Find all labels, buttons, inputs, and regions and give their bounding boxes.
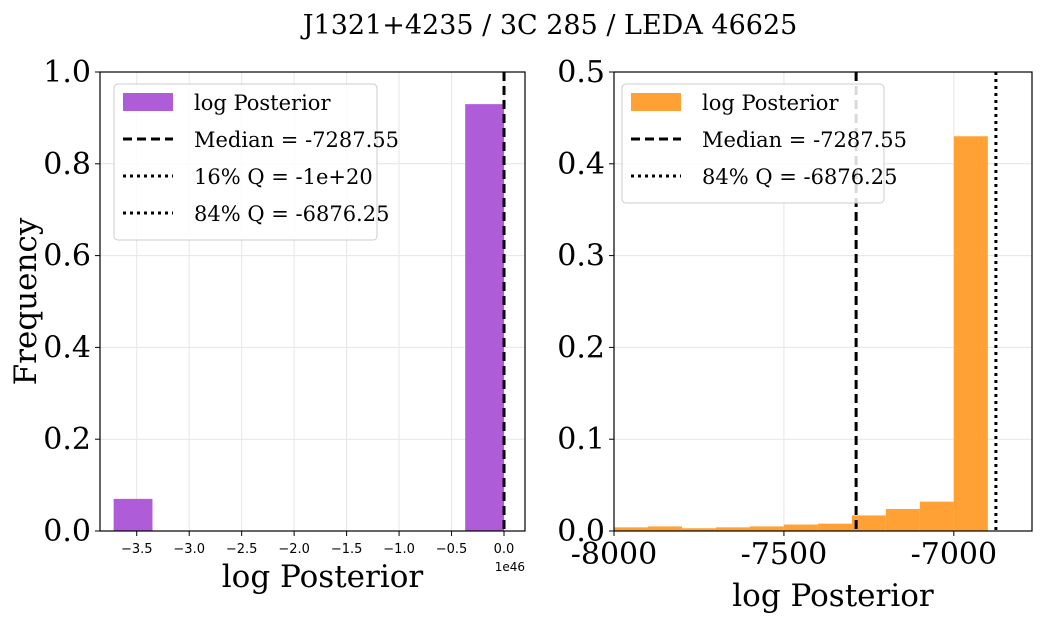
right-histogram-bar bbox=[817, 523, 852, 531]
left-xtick-label: 0.0 bbox=[494, 542, 515, 557]
right-xtick-label: -7500 bbox=[741, 537, 827, 572]
figure-title: J1321+4235 / 3C 285 / LEDA 46625 bbox=[300, 10, 798, 41]
left-legend-label: Median = -7287.55 bbox=[194, 128, 399, 152]
left-ytick-label: 0.2 bbox=[43, 422, 91, 457]
left-axes-frame bbox=[99, 71, 526, 532]
left-histogram-panel: 0.0 0.2 0.4 0.6 0.8 1.0 −3.5 −3.0 −2.5 −2.0 −1.5 −1… bbox=[8, 55, 526, 595]
left-legend-box bbox=[113, 83, 378, 241]
right-ytick-label: 0.0 bbox=[557, 514, 605, 549]
right-legend-label: Median = -7287.55 bbox=[702, 128, 907, 152]
right-legend-patch bbox=[631, 93, 681, 111]
left-ytick-label: 0.8 bbox=[43, 147, 91, 182]
left-xtick-label: −2.0 bbox=[278, 542, 310, 557]
left-x-offset-label: 1e46 bbox=[495, 560, 525, 574]
right-ytick-label: 0.2 bbox=[557, 330, 605, 365]
right-histogram-bar bbox=[851, 515, 886, 531]
right-legend-label: 84% Q = -6876.25 bbox=[702, 165, 897, 189]
right-histogram-bar bbox=[614, 527, 648, 531]
right-histogram-bar bbox=[715, 527, 750, 531]
left-ytick-label: 0.6 bbox=[43, 239, 91, 274]
right-xtick-label: -7000 bbox=[911, 537, 997, 572]
right-histogram-bar bbox=[681, 528, 716, 531]
right-legend-label: log Posterior bbox=[702, 91, 839, 115]
right-histogram-bar bbox=[783, 524, 818, 531]
left-ytick-label: 1.0 bbox=[43, 55, 91, 90]
right-ytick-label: 0.4 bbox=[557, 147, 605, 182]
right-ytick-label: 0.3 bbox=[557, 239, 605, 274]
left-xtick-label: −1.5 bbox=[331, 542, 363, 557]
left-legend-label: 84% Q = -6876.25 bbox=[194, 202, 389, 226]
left-ytick-label: 0.0 bbox=[43, 514, 91, 549]
right-histogram-bar bbox=[919, 501, 954, 531]
right-histogram-bar bbox=[885, 508, 920, 531]
right-histogram-bar bbox=[647, 526, 682, 531]
left-xtick-label: −3.5 bbox=[121, 542, 153, 557]
left-yaxis-label: Frequency bbox=[8, 217, 44, 385]
left-xtick-label: −3.0 bbox=[173, 542, 205, 557]
right-ytick-label: 0.1 bbox=[557, 422, 605, 457]
left-xaxis-label: log Posterior bbox=[222, 559, 424, 595]
right-histogram-panel: 0.0 0.1 0.2 0.3 0.4 0.5 -8000 -7500 -7000 log Pos… bbox=[557, 55, 1033, 614]
left-xtick-label: −1.0 bbox=[383, 542, 415, 557]
left-ytick-label: 0.4 bbox=[43, 330, 91, 365]
right-axes-frame bbox=[613, 71, 1033, 532]
left-xtick-label: −0.5 bbox=[436, 542, 468, 557]
right-legend-box bbox=[621, 83, 885, 204]
right-xtick-label: -8000 bbox=[571, 537, 657, 572]
left-legend-label: log Posterior bbox=[194, 91, 331, 115]
right-xaxis-label: log Posterior bbox=[732, 578, 934, 614]
right-histogram-bar bbox=[953, 136, 988, 531]
right-ytick-label: 0.5 bbox=[557, 55, 605, 90]
left-legend-patch bbox=[123, 93, 173, 111]
left-xtick-label: −2.5 bbox=[226, 542, 258, 557]
right-histogram-bar bbox=[749, 526, 784, 531]
left-histogram-bar bbox=[113, 498, 153, 531]
left-histogram-bar bbox=[465, 104, 505, 531]
left-legend-label: 16% Q = -1e+20 bbox=[194, 165, 373, 189]
